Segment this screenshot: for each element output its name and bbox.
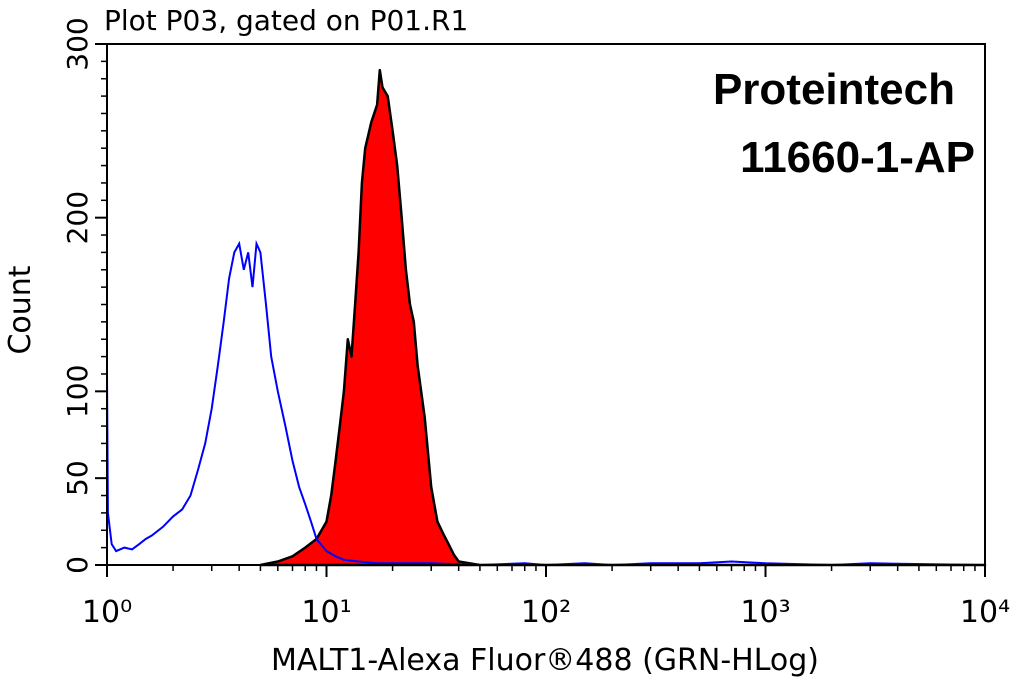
chart-title: Plot P03, gated on P01.R1 bbox=[104, 4, 468, 37]
y-tick-label: 300 bbox=[61, 17, 94, 70]
y-axis-label: Count bbox=[3, 265, 38, 354]
annotation: 11660-1-AP bbox=[740, 133, 975, 182]
x-tick-label: 10⁴ bbox=[960, 595, 1010, 630]
histogram-area bbox=[259, 68, 987, 567]
y-tick-label: 100 bbox=[61, 365, 94, 418]
x-tick-label: 10⁰ bbox=[82, 595, 132, 630]
y-tick-label: 50 bbox=[61, 460, 94, 496]
x-tick-label: 10¹ bbox=[301, 595, 351, 630]
x-tick-label: 10³ bbox=[740, 595, 790, 630]
y-tick-label: 200 bbox=[61, 191, 94, 244]
y-tick-label: 0 bbox=[61, 556, 94, 574]
x-tick-label: 10² bbox=[521, 595, 571, 630]
plot-frame bbox=[106, 43, 986, 566]
histogram-line bbox=[106, 239, 986, 567]
x-axis-label: MALT1-Alexa Fluor®488 (GRN-HLog) bbox=[271, 643, 819, 678]
annotation: Proteintech bbox=[713, 65, 955, 114]
